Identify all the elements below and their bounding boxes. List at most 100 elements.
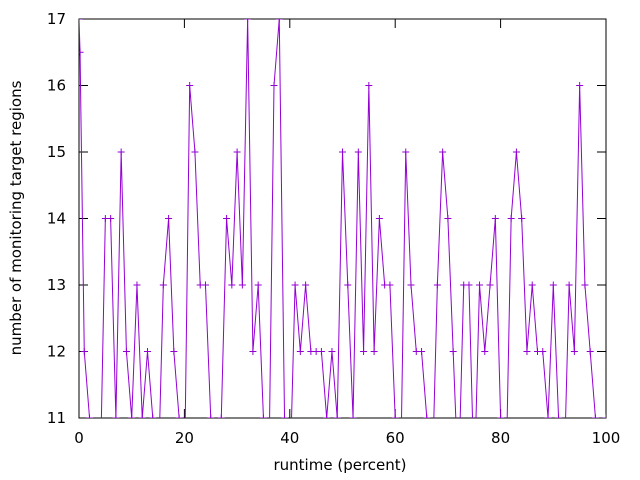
data-point xyxy=(602,414,606,418)
y-tick-label: 11 xyxy=(47,409,66,427)
data-point xyxy=(539,348,547,355)
x-tick-label: 100 xyxy=(592,429,621,447)
data-point xyxy=(333,414,341,418)
data-point xyxy=(175,414,183,418)
series-layer xyxy=(79,19,606,418)
data-point xyxy=(465,281,473,289)
y-tick-label: 13 xyxy=(47,276,66,294)
data-point xyxy=(576,82,584,89)
data-point xyxy=(544,414,552,418)
data-point xyxy=(481,348,489,355)
data-point xyxy=(80,348,88,355)
data-point xyxy=(112,414,120,418)
data-point xyxy=(122,348,130,355)
data-point xyxy=(228,281,236,289)
y-tick-label: 15 xyxy=(47,143,66,161)
data-point xyxy=(591,414,599,418)
y-tick-label: 17 xyxy=(47,10,66,28)
data-point xyxy=(365,82,373,89)
data-point xyxy=(233,148,241,156)
series-line xyxy=(79,19,606,418)
axis-tick-labels: 0 20 40 60 80 100 11 12 13 14 15 16 17 xyxy=(47,10,620,447)
data-point xyxy=(291,281,299,289)
x-tick-label: 40 xyxy=(280,429,299,447)
data-point xyxy=(418,348,426,355)
data-point xyxy=(275,19,283,23)
data-point xyxy=(339,148,346,156)
data-point xyxy=(386,281,394,289)
data-point xyxy=(249,348,257,355)
data-point xyxy=(586,348,594,355)
data-point xyxy=(244,19,252,23)
data-point xyxy=(518,215,526,222)
data-point xyxy=(581,281,589,289)
data-point xyxy=(407,281,415,289)
data-point xyxy=(402,148,410,156)
data-point xyxy=(238,281,246,289)
data-point xyxy=(354,148,362,156)
data-point xyxy=(128,414,136,418)
data-point xyxy=(165,215,173,222)
data-point xyxy=(349,414,357,418)
data-point xyxy=(296,348,304,355)
axis-ticks xyxy=(78,18,607,419)
data-point xyxy=(323,414,331,418)
data-point xyxy=(79,19,83,23)
data-point xyxy=(207,414,215,418)
data-point xyxy=(444,215,452,222)
y-tick-label: 12 xyxy=(47,343,66,361)
plot-frame xyxy=(78,18,607,419)
data-point xyxy=(491,215,499,222)
data-point xyxy=(191,148,199,156)
data-point xyxy=(423,414,431,418)
data-point xyxy=(439,148,447,156)
data-point xyxy=(186,82,194,89)
data-point xyxy=(370,348,378,355)
data-point xyxy=(223,215,231,222)
x-tick-label: 80 xyxy=(491,429,510,447)
y-tick-label: 14 xyxy=(47,210,66,228)
data-point xyxy=(570,348,578,355)
y-tick-label: 16 xyxy=(47,77,66,95)
data-point xyxy=(201,281,209,289)
data-point xyxy=(328,348,336,355)
data-point xyxy=(117,148,125,156)
data-point xyxy=(149,414,157,418)
data-point xyxy=(302,281,310,289)
data-point xyxy=(86,414,94,418)
data-point xyxy=(344,281,352,289)
data-point xyxy=(497,414,505,418)
data-point xyxy=(259,414,267,418)
data-point xyxy=(512,148,520,156)
data-point xyxy=(270,82,278,89)
data-point xyxy=(281,414,289,418)
data-point xyxy=(549,281,557,289)
data-point xyxy=(523,348,531,355)
x-tick-label: 60 xyxy=(386,429,405,447)
data-point xyxy=(565,281,573,289)
x-tick-label: 0 xyxy=(74,429,84,447)
data-point xyxy=(375,215,383,222)
data-point xyxy=(391,414,399,418)
data-point xyxy=(159,281,167,289)
x-tick-label: 20 xyxy=(175,429,194,447)
data-point xyxy=(360,348,368,355)
x-axis-label: runtime (percent) xyxy=(274,456,407,474)
data-point xyxy=(449,348,457,355)
data-point xyxy=(79,48,84,56)
data-point xyxy=(217,414,225,418)
data-point xyxy=(144,348,152,355)
data-point xyxy=(433,281,441,289)
data-point xyxy=(133,281,141,289)
data-point xyxy=(507,215,515,222)
data-point xyxy=(138,414,146,418)
data-point xyxy=(476,281,484,289)
data-point xyxy=(254,281,262,289)
data-point xyxy=(555,414,563,418)
y-axis-label: number of monitoring target regions xyxy=(7,80,25,355)
data-point xyxy=(107,215,115,222)
data-point xyxy=(170,348,178,355)
data-point xyxy=(317,348,325,355)
data-point xyxy=(528,281,536,289)
